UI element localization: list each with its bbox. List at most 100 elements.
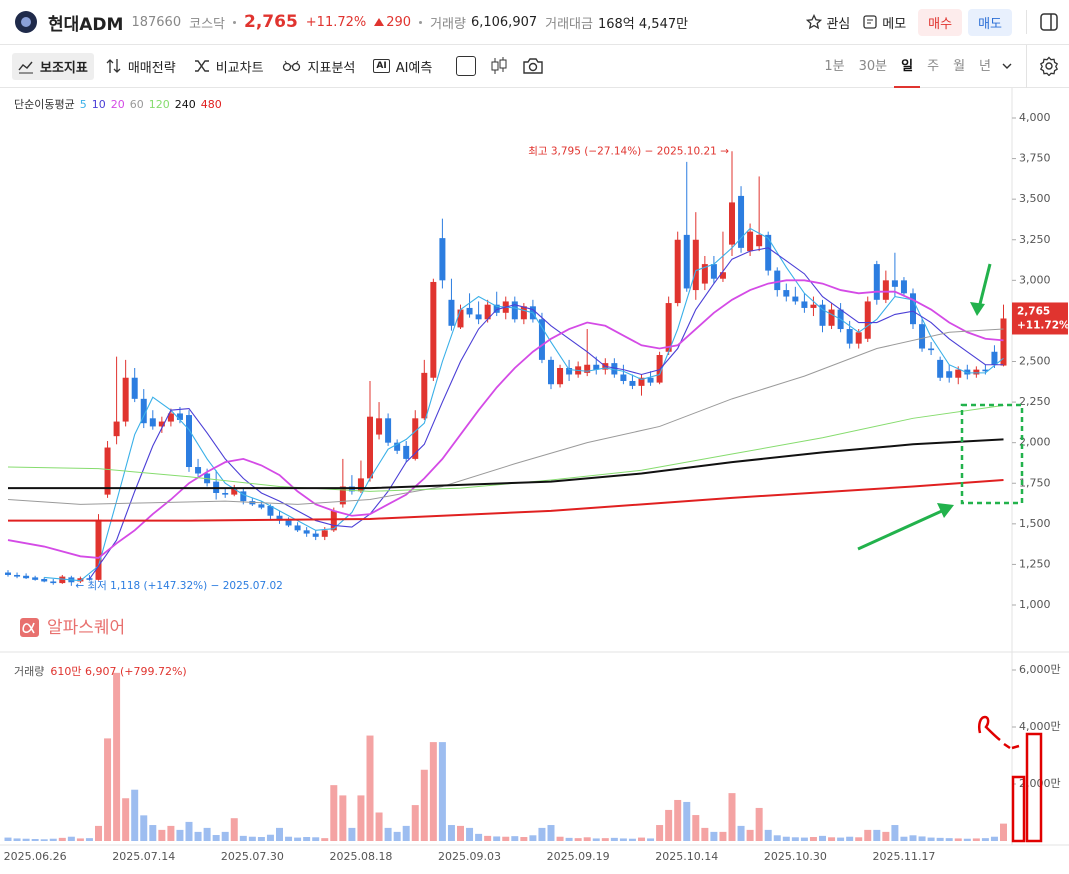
- volume-bar: [529, 835, 537, 841]
- candle-body: [701, 264, 708, 284]
- period-tab[interactable]: 년: [979, 58, 991, 74]
- checkbox[interactable]: [456, 56, 477, 76]
- candle-body: [774, 270, 781, 291]
- volume-bar: [538, 827, 546, 841]
- volume-bar: [393, 831, 401, 841]
- sidebar-toggle[interactable]: [1039, 12, 1059, 32]
- candle-body: [819, 304, 826, 326]
- candle-body: [158, 421, 165, 427]
- legend-entry: 60: [130, 98, 144, 111]
- candle-body: [538, 319, 545, 360]
- candle-body: [511, 301, 518, 320]
- ai-tool[interactable]: AI AI예측: [367, 53, 438, 80]
- volume-bar: [321, 838, 329, 841]
- candle-body: [176, 413, 183, 420]
- volume-bar: [638, 837, 645, 841]
- volume-bar: [221, 831, 229, 841]
- volume-bar: [656, 825, 664, 841]
- candle-body: [846, 329, 853, 344]
- tool-label: 보조지표: [40, 60, 88, 76]
- volume-bar: [511, 836, 519, 841]
- y-tick-label: 4,000: [1019, 111, 1051, 124]
- candle-body: [937, 359, 944, 378]
- candle-body: [95, 519, 102, 580]
- candle-body: [864, 301, 871, 339]
- amount-label: 거래대금: [545, 16, 593, 32]
- memo-button[interactable]: 메모: [862, 13, 906, 32]
- strategy-tool[interactable]: 매매전략: [100, 53, 182, 80]
- volume-bar: [212, 835, 220, 841]
- change-rate: +11.72%: [305, 14, 367, 30]
- stock-header: 현대ADM 187660 코스닥 2,765 +11.72% 290 거래량 6…: [0, 0, 1069, 45]
- candle-body: [683, 234, 690, 289]
- volume-bar: [176, 829, 184, 841]
- volume-bar: [384, 827, 392, 841]
- watch-button[interactable]: 관심: [806, 13, 850, 32]
- period-tab[interactable]: 주: [927, 58, 940, 74]
- period-tab[interactable]: 1분: [824, 58, 845, 74]
- volume-bar: [628, 838, 636, 841]
- volume-bar: [22, 838, 30, 841]
- candle-body: [475, 314, 482, 320]
- y-tick-label: 3,250: [1019, 233, 1051, 246]
- candle-body: [991, 351, 998, 365]
- candle-body: [14, 574, 21, 577]
- x-tick-label: 2025.10.14: [655, 850, 718, 863]
- period-tab[interactable]: 월: [953, 58, 966, 74]
- volume-bar: [900, 836, 908, 841]
- volume-value: 610만 6,907 (+799.72%): [50, 665, 186, 678]
- candle-body: [385, 418, 392, 443]
- candle-body: [710, 264, 717, 279]
- tool-label: 지표분석: [307, 60, 356, 76]
- volume-bar: [746, 829, 754, 841]
- candle-body: [855, 332, 862, 344]
- period-tab[interactable]: 30분: [858, 58, 888, 74]
- highlight-box: [1025, 732, 1043, 843]
- volume-bar: [357, 795, 365, 841]
- volume-bar: [76, 838, 84, 841]
- period-tab[interactable]: 일: [894, 45, 921, 88]
- candle-type[interactable]: [490, 56, 508, 76]
- analysis-tool[interactable]: 지표분석: [276, 53, 362, 80]
- volume-bar: [131, 789, 139, 841]
- y-tick-label: 2,250: [1019, 395, 1051, 408]
- candle-body: [765, 234, 772, 271]
- volume-bar: [13, 838, 21, 841]
- candle-body: [285, 520, 292, 526]
- volume-bar: [583, 837, 591, 841]
- watermark: 알파스퀘어: [20, 618, 125, 638]
- volume-bar: [31, 839, 39, 841]
- screenshot[interactable]: [522, 56, 544, 76]
- candle-body: [738, 195, 745, 248]
- volume-bar: [122, 798, 130, 841]
- sell-button[interactable]: 매도: [968, 8, 1012, 36]
- volume-bar: [873, 829, 881, 841]
- buy-button[interactable]: 매수: [918, 8, 963, 36]
- candle-body: [729, 202, 735, 245]
- x-tick-label: 2025.10.30: [764, 850, 827, 863]
- volume-bar: [601, 838, 609, 841]
- period-tabs: 1분 30분 일 주 월 년: [817, 45, 1014, 88]
- volume-bar: [266, 834, 274, 841]
- y-tick-label: 4,000만: [1019, 720, 1061, 733]
- candle-body: [466, 307, 473, 315]
- x-tick-label: 2025.09.03: [438, 850, 501, 863]
- volume-bar: [610, 837, 618, 841]
- volume-bar: [167, 825, 175, 841]
- candle-body: [629, 380, 636, 386]
- candle-body: [593, 364, 600, 370]
- compare-tool[interactable]: 비교차트: [188, 53, 270, 80]
- watch-label: 관심: [826, 16, 851, 32]
- settings[interactable]: [1039, 56, 1059, 76]
- period-dropdown[interactable]: [1000, 59, 1014, 73]
- indicator-tool[interactable]: 보조지표: [12, 52, 94, 80]
- candle-body: [638, 377, 645, 386]
- moving-average: [44, 227, 1004, 582]
- volume-bar: [945, 838, 953, 841]
- legend-entry: 120: [149, 98, 170, 111]
- stock-logo: [15, 11, 37, 33]
- high-label: 최고 3,795 (−27.14%) − 2025.10.21 →: [528, 145, 729, 157]
- volume-bar: [113, 672, 121, 841]
- candle-body: [873, 264, 880, 300]
